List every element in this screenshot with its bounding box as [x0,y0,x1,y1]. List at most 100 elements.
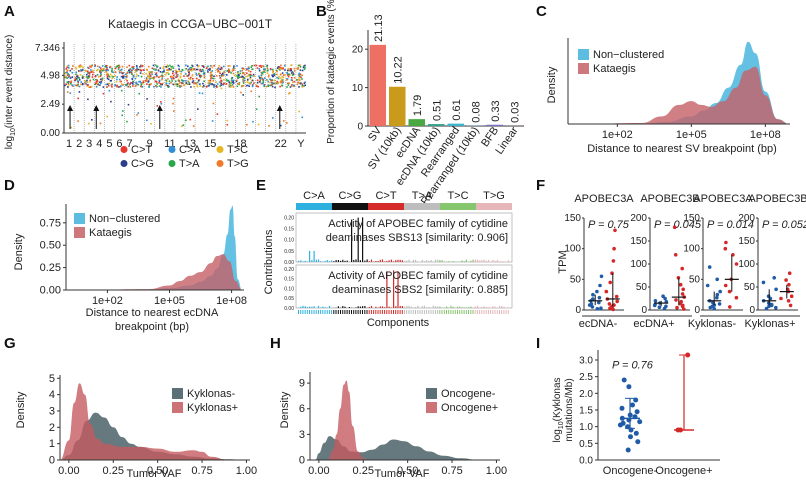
panel-e-signatures: C>A C>G C>T T>A T>C T>G 0.00 0.05 0.10 0.15 0.20 Ac… [284,190,513,314]
panel-a-event-point [233,79,235,82]
panel-a-event-point [87,66,89,69]
panel-a-event-point [249,78,251,80]
panel-a-event-point [71,76,74,78]
panel-a-event-point [255,64,258,67]
panel-i-ytick-label: 2.5 [579,372,593,383]
panel-f-point [734,295,739,300]
panel-a-ylabel-rest: (inter event distance) [4,35,15,128]
panel-a-event-point [168,80,171,82]
panel-a-event-point [286,86,288,88]
panel-e-channel-tick [397,310,399,314]
panel-a-event-point [267,85,270,87]
panel-a-event-point [242,67,244,70]
panel-a-event-point [221,68,223,71]
panel-a-event-point [165,82,168,84]
panel-a-event-point [160,101,162,103]
panel-a-event-point [269,78,271,80]
panel-a-event-point [179,86,181,88]
panel-e-channel-bar [461,307,463,308]
panel-a-event-point [299,69,302,71]
panel-i-point [637,419,643,425]
panel-a-event-point [211,66,214,69]
panel-e-channel-bar [362,217,364,262]
panel-a-event-point [232,67,235,69]
panel-a-event-point [145,77,148,79]
panel-a-event-point [99,81,101,83]
panel-a-event-point [272,71,274,74]
panel-a-event-point [159,75,162,78]
panel-a-event-point [202,70,204,72]
panel-e-channel-tick [375,310,377,314]
panel-f-ytick-label: 0 [641,305,647,316]
panel-e-channel-tick [317,310,319,314]
density-kataegis [86,254,242,290]
panel-a-event-point [219,85,221,87]
panel-f-point [604,289,609,294]
panel-a-event-point [79,65,81,67]
panel-a-event-point [188,77,190,80]
panel-a-event-point [81,69,84,71]
panel-a-event-point [108,82,111,85]
panel-a-event-point [238,82,240,85]
panel-i-point [632,414,638,420]
panel-a-event-point [75,68,78,70]
panel-a-event-point [183,75,185,77]
panel-a-event-point [236,65,238,67]
panel-a-event-point [280,64,282,67]
panel-a-event-point [130,81,132,84]
panel-a-event-point [300,76,302,79]
panel-a-event-point [301,83,303,85]
panel-a-event-point [209,75,212,77]
panel-a-event-point [303,85,305,87]
panel-a-event-point [225,78,228,81]
panel-e-channel-tick [463,310,465,314]
panel-a-event-point [172,77,175,80]
density-ytick-label: 4 [49,389,55,401]
panel-a-event-point [228,83,231,85]
panel-a-event-point [156,83,158,85]
panel-a-event-point [221,74,223,76]
panel-a-event-point [301,78,303,80]
panel-a-event-point [67,73,69,75]
panel-e-channel-tick [351,310,352,314]
panel-a-event-point [263,84,265,87]
panel-a-event-point [66,77,68,79]
panel-a-legend-label: T>A [179,158,200,170]
panel-e-channel-bar [355,259,357,262]
panel-e-channel-tick [446,310,447,314]
panel-a-event-point [116,65,119,68]
panel-a-event-point [253,82,255,84]
panel-a-event-point [243,68,245,70]
panel-a-event-point [148,71,150,73]
panel-a-event-point [222,74,224,77]
panel-a-event-point [126,66,128,68]
panel-a-event-point [114,75,117,77]
panel-a-event-point [246,79,249,82]
panel-e-channel-bar [375,261,377,262]
panel-a-event-point [191,65,194,67]
panel-a-event-point [263,71,266,73]
panel-e-channel-tick [454,310,456,314]
panel-e-channel-bar [317,259,320,262]
panel-a-event-point [94,83,96,85]
panel-e-channel-tick [490,310,492,314]
panel-a-event-point [297,74,300,76]
panel-a-event-point [196,74,198,76]
panel-a-event-point [179,70,181,72]
panel-a-event-point [80,81,82,83]
panel-a-event-point [255,85,258,88]
panel-e-channel-bar [344,306,346,308]
panel-a-event-point [290,64,292,67]
panel-a-event-point [106,73,109,76]
panel-a-event-point [179,75,182,77]
panel-e-channel-bar [364,260,366,262]
panel-a-event-point [295,79,298,81]
panel-a-event-point [193,82,195,85]
panel-e-channel-tick [401,310,403,314]
panel-a-event-point [226,74,228,76]
panel-b-value-label: 0.61 [451,99,463,120]
panel-a-event-point [161,78,163,81]
panel-e-channel-bar [483,259,485,262]
panel-a-event-point [118,64,121,67]
panel-a-event-point [111,67,113,70]
